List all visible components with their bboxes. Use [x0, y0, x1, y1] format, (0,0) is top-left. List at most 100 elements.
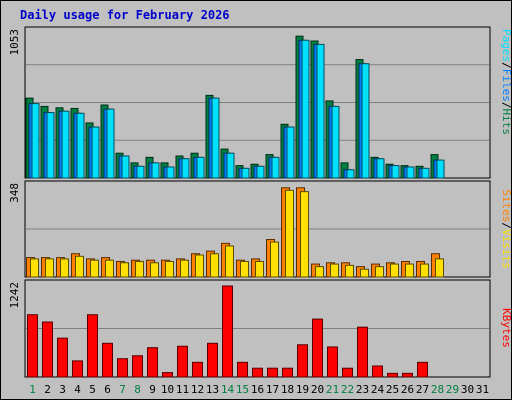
- bar-visits-day-18: [285, 189, 294, 278]
- bar-visits-day-8: [135, 260, 144, 278]
- bar-kbytes-day-19: [297, 344, 308, 378]
- bar-visits-day-15: [240, 260, 249, 278]
- legend-sites: Sites: [500, 189, 512, 222]
- bar-kbytes-day-13: [207, 342, 218, 378]
- bar-pages-day-23: [361, 63, 370, 179]
- bar-visits-day-17: [270, 241, 279, 278]
- panel-kbytes: 1242: [8, 279, 491, 378]
- bar-pages-day-1: [31, 103, 40, 179]
- bar-pages-day-6: [106, 108, 115, 179]
- bar-pages-day-22: [346, 169, 355, 179]
- legend-kbytes: KBytes: [500, 308, 512, 348]
- bar-kbytes-day-12: [192, 361, 203, 378]
- bar-pages-day-7: [121, 155, 130, 179]
- bar-kbytes-day-3: [57, 337, 68, 378]
- bar-pages-day-3: [61, 110, 70, 179]
- x-tick-label-19: 19: [296, 383, 309, 396]
- bar-visits-day-16: [255, 260, 264, 278]
- x-tick-label-26: 26: [401, 383, 414, 396]
- bar-kbytes-day-22: [342, 367, 353, 378]
- bar-visits-day-14: [225, 245, 234, 278]
- x-tick-label-24: 24: [371, 383, 385, 396]
- bar-kbytes-day-25: [387, 372, 398, 378]
- bar-visits-day-25: [390, 263, 399, 278]
- x-tick-label-18: 18: [281, 383, 294, 396]
- x-tick-label-1: 1: [29, 383, 36, 396]
- x-tick-label-29: 29: [446, 383, 459, 396]
- x-tick-label-22: 22: [341, 383, 354, 396]
- bar-pages-day-13: [211, 97, 220, 179]
- x-tick-label-11: 11: [176, 383, 189, 396]
- x-tick-label-13: 13: [206, 383, 219, 396]
- bar-pages-day-19: [301, 39, 310, 179]
- legend-sep: /: [500, 102, 512, 109]
- bar-visits-day-13: [210, 253, 219, 278]
- x-tick-label-28: 28: [431, 383, 444, 396]
- x-tick-label-21: 21: [326, 383, 339, 396]
- y-max-label: 1242: [8, 282, 21, 309]
- bar-kbytes-day-10: [162, 372, 173, 378]
- legend-hits: Hits: [500, 109, 512, 136]
- bar-kbytes-day-18: [282, 367, 293, 378]
- legend-pages: Pages: [500, 29, 512, 62]
- bar-kbytes-day-11: [177, 345, 188, 378]
- bar-pages-day-24: [376, 158, 385, 179]
- bar-pages-day-25: [391, 165, 400, 179]
- x-tick-label-20: 20: [311, 383, 324, 396]
- bar-pages-day-11: [181, 158, 190, 179]
- x-tick-label-3: 3: [59, 383, 66, 396]
- x-tick-label-16: 16: [251, 383, 264, 396]
- bar-kbytes-day-24: [372, 365, 383, 378]
- bar-kbytes-day-6: [102, 342, 113, 378]
- bar-visits-day-7: [120, 262, 129, 278]
- bar-pages-day-10: [166, 166, 175, 179]
- x-tick-label-30: 30: [461, 383, 474, 396]
- x-tick-label-4: 4: [74, 383, 81, 396]
- bar-kbytes-day-8: [132, 355, 143, 378]
- x-tick-label-7: 7: [119, 383, 126, 396]
- bar-pages-day-8: [136, 165, 145, 179]
- x-tick-label-15: 15: [236, 383, 249, 396]
- bar-kbytes-day-4: [72, 360, 83, 378]
- x-tick-label-27: 27: [416, 383, 429, 396]
- bar-visits-day-12: [195, 254, 204, 278]
- x-tick-label-14: 14: [221, 383, 235, 396]
- bar-visits-day-24: [375, 266, 384, 278]
- y-max-label: 348: [8, 183, 21, 203]
- chart-panels: 1053 348 1242: [8, 26, 491, 378]
- bar-visits-day-22: [345, 264, 354, 278]
- bar-kbytes-day-14: [222, 285, 233, 378]
- bar-visits-day-21: [330, 263, 339, 278]
- chart-title: Daily usage for February 2026: [20, 8, 230, 22]
- bar-pages-day-18: [286, 126, 295, 179]
- legend-sep: /: [500, 222, 512, 229]
- bar-pages-day-2: [46, 112, 55, 179]
- bar-pages-day-21: [331, 105, 340, 179]
- bar-visits-day-6: [105, 259, 114, 278]
- bar-pages-day-9: [151, 162, 160, 179]
- bar-kbytes-day-16: [252, 367, 263, 378]
- bar-pages-day-4: [76, 112, 85, 179]
- bar-kbytes-day-15: [237, 361, 248, 378]
- legend-0: Pages/Files/Hits: [500, 29, 512, 135]
- bar-kbytes-day-27: [417, 361, 428, 378]
- bar-visits-day-11: [180, 259, 189, 278]
- x-tick-label-2: 2: [44, 383, 51, 396]
- panel-hits-files-pages: 1053: [8, 26, 491, 179]
- x-tick-label-23: 23: [356, 383, 369, 396]
- x-tick-label-9: 9: [149, 383, 156, 396]
- bar-pages-day-26: [406, 166, 415, 179]
- x-tick-label-6: 6: [104, 383, 111, 396]
- bar-pages-day-16: [256, 165, 265, 179]
- legend-files: Files: [500, 69, 512, 102]
- x-axis-labels: 1 2 3 4 5 6 7 8 9 10 11 12 13 14 15 16 17 18 19 20 21 22 23 24 2…: [29, 383, 489, 396]
- bar-visits-day-2: [45, 258, 54, 278]
- bar-kbytes-day-17: [267, 367, 278, 378]
- bar-kbytes-day-20: [312, 318, 323, 378]
- x-tick-label-12: 12: [191, 383, 204, 396]
- x-tick-label-5: 5: [89, 383, 96, 396]
- legend-2: KBytes: [500, 308, 512, 348]
- bar-kbytes-day-9: [147, 347, 158, 378]
- x-tick-label-25: 25: [386, 383, 399, 396]
